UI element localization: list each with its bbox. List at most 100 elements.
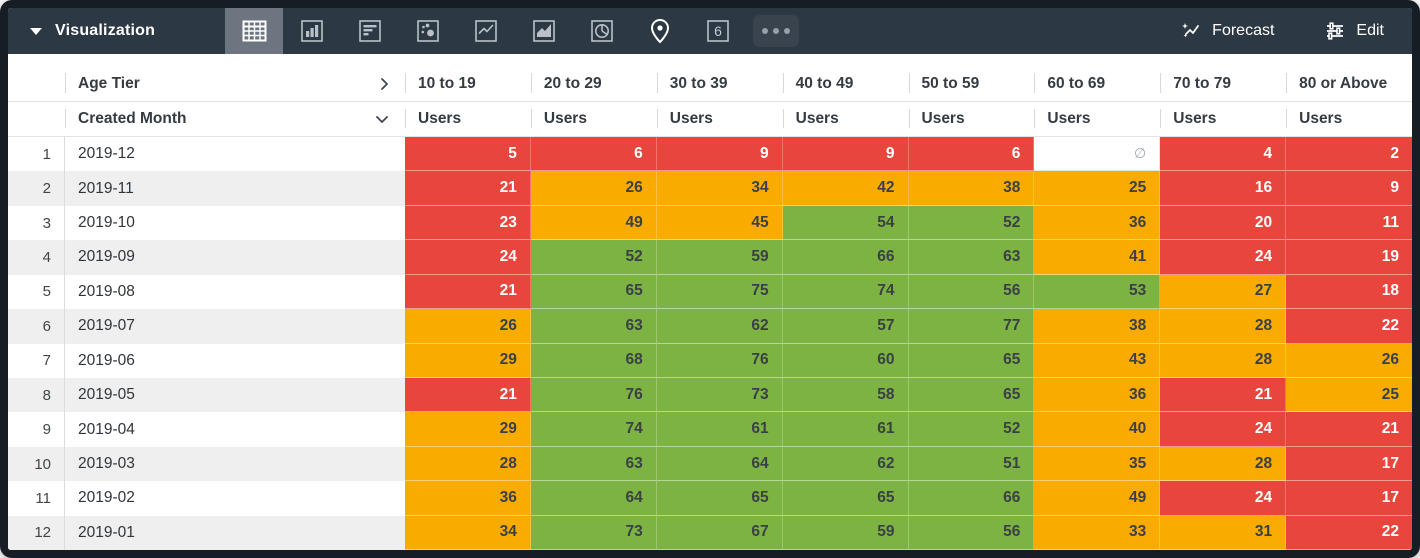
value-cell[interactable]: 64 (530, 481, 657, 516)
edit-button[interactable]: Edit (1324, 20, 1384, 42)
month-cell[interactable]: 2019-07 (65, 309, 405, 344)
value-cell[interactable]: 9 (782, 137, 909, 172)
value-cell[interactable]: 49 (530, 205, 657, 241)
header-measure-cell[interactable]: Users (1034, 102, 1160, 136)
value-cell[interactable]: 54 (782, 205, 909, 241)
value-cell[interactable]: 76 (656, 343, 783, 378)
value-cell[interactable]: 5 (405, 137, 531, 172)
value-cell[interactable]: 35 (1034, 446, 1161, 482)
value-cell[interactable]: 20 (1160, 205, 1287, 241)
value-cell[interactable]: 22 (1286, 309, 1412, 344)
header-age-tier-cell[interactable]: 20 to 29 (530, 66, 657, 101)
viz-type-single-value-button[interactable]: 6 (689, 8, 747, 54)
value-cell[interactable]: 53 (1034, 274, 1161, 310)
value-cell[interactable]: 24 (1160, 240, 1287, 275)
value-cell[interactable]: 2 (1286, 137, 1412, 172)
value-cell[interactable]: 43 (1034, 343, 1161, 378)
value-cell[interactable]: 28 (1160, 343, 1287, 378)
value-cell[interactable]: 76 (530, 377, 657, 413)
value-cell[interactable]: 24 (1160, 412, 1287, 447)
header-measure-cell[interactable]: Users (530, 102, 657, 136)
value-cell[interactable]: 67 (656, 515, 783, 550)
value-cell[interactable]: 60 (782, 343, 909, 378)
viz-type-table-button[interactable] (225, 8, 283, 54)
viz-type-column-chart-button[interactable] (283, 8, 341, 54)
value-cell[interactable]: 66 (908, 481, 1035, 516)
month-cell[interactable]: 2019-10 (65, 205, 405, 241)
value-cell[interactable]: 28 (1160, 446, 1287, 482)
value-cell[interactable]: 65 (908, 377, 1035, 413)
value-cell[interactable]: 42 (782, 171, 909, 206)
dimension-field-header[interactable]: Created Month (65, 102, 405, 136)
month-cell[interactable]: 2019-03 (65, 446, 405, 482)
value-cell[interactable]: 19 (1286, 240, 1412, 275)
month-cell[interactable]: 2019-02 (65, 481, 405, 516)
value-cell[interactable]: 65 (908, 343, 1035, 378)
value-cell[interactable]: 63 (908, 240, 1035, 275)
month-cell[interactable]: 2019-09 (65, 240, 405, 275)
viz-type-scatter-button[interactable] (399, 8, 457, 54)
value-cell[interactable]: 9 (1286, 171, 1412, 206)
value-cell[interactable]: 73 (530, 515, 657, 550)
value-cell[interactable]: 65 (782, 481, 909, 516)
value-cell[interactable]: 28 (1160, 309, 1287, 344)
value-cell[interactable]: 41 (1034, 240, 1161, 275)
header-age-tier-cell[interactable]: 50 to 59 (908, 66, 1035, 101)
value-cell[interactable]: 36 (1034, 205, 1161, 241)
value-cell[interactable]: 63 (530, 309, 657, 344)
header-age-tier-cell[interactable]: 10 to 19 (405, 66, 531, 101)
value-cell[interactable]: 31 (1160, 515, 1287, 550)
month-cell[interactable]: 2019-01 (65, 515, 405, 550)
value-cell[interactable]: 26 (530, 171, 657, 206)
header-age-tier-cell[interactable]: 80 or Above (1286, 66, 1412, 101)
value-cell[interactable]: 49 (1034, 481, 1161, 516)
value-cell[interactable]: 62 (782, 446, 909, 482)
value-cell[interactable]: 6 (530, 137, 657, 172)
value-cell[interactable]: 34 (405, 515, 531, 550)
value-cell[interactable]: 45 (656, 205, 783, 241)
value-cell[interactable]: 28 (405, 446, 531, 482)
value-cell[interactable]: 77 (908, 309, 1035, 344)
viz-type-map-button[interactable] (631, 8, 689, 54)
value-cell[interactable]: 56 (908, 515, 1035, 550)
value-cell[interactable]: 29 (405, 412, 531, 447)
viz-type-line-chart-button[interactable] (457, 8, 515, 54)
value-cell[interactable]: 25 (1034, 171, 1161, 206)
value-cell[interactable]: 59 (656, 240, 783, 275)
visualization-section-toggle[interactable]: Visualization (8, 8, 225, 54)
header-measure-cell[interactable]: Users (908, 102, 1035, 136)
header-age-tier-cell[interactable]: 30 to 39 (656, 66, 783, 101)
value-cell[interactable]: 26 (1286, 343, 1412, 378)
value-cell[interactable]: 56 (908, 274, 1035, 310)
value-cell[interactable]: 21 (405, 274, 531, 310)
value-cell[interactable]: 66 (782, 240, 909, 275)
chevron-right-icon[interactable] (380, 77, 389, 91)
value-cell[interactable]: 64 (656, 446, 783, 482)
value-cell[interactable]: 16 (1160, 171, 1287, 206)
value-cell[interactable]: 62 (656, 309, 783, 344)
value-cell[interactable]: 57 (782, 309, 909, 344)
value-cell[interactable]: 22 (1286, 515, 1412, 550)
month-cell[interactable]: 2019-06 (65, 343, 405, 378)
forecast-button[interactable]: Forecast (1180, 20, 1274, 42)
value-cell[interactable]: 38 (908, 171, 1035, 206)
value-cell[interactable]: 38 (1034, 309, 1161, 344)
month-cell[interactable]: 2019-11 (65, 171, 405, 206)
viz-type-pie-chart-button[interactable] (573, 8, 631, 54)
value-cell[interactable]: 74 (530, 412, 657, 447)
header-measure-cell[interactable]: Users (1286, 102, 1412, 136)
value-cell[interactable]: 21 (405, 171, 531, 206)
value-cell[interactable]: 18 (1286, 274, 1412, 310)
value-cell[interactable]: 33 (1034, 515, 1161, 550)
month-cell[interactable]: 2019-08 (65, 274, 405, 310)
header-measure-cell[interactable]: Users (1160, 102, 1286, 136)
value-cell[interactable]: 27 (1160, 274, 1287, 310)
value-cell[interactable]: 17 (1286, 481, 1412, 516)
header-measure-cell[interactable]: Users (782, 102, 909, 136)
value-cell[interactable]: 24 (405, 240, 531, 275)
header-age-tier-cell[interactable]: 60 to 69 (1034, 66, 1160, 101)
value-cell[interactable]: 25 (1286, 377, 1412, 413)
viz-type-bar-chart-button[interactable] (341, 8, 399, 54)
value-cell[interactable]: 58 (782, 377, 909, 413)
value-cell[interactable]: 36 (1034, 377, 1161, 413)
